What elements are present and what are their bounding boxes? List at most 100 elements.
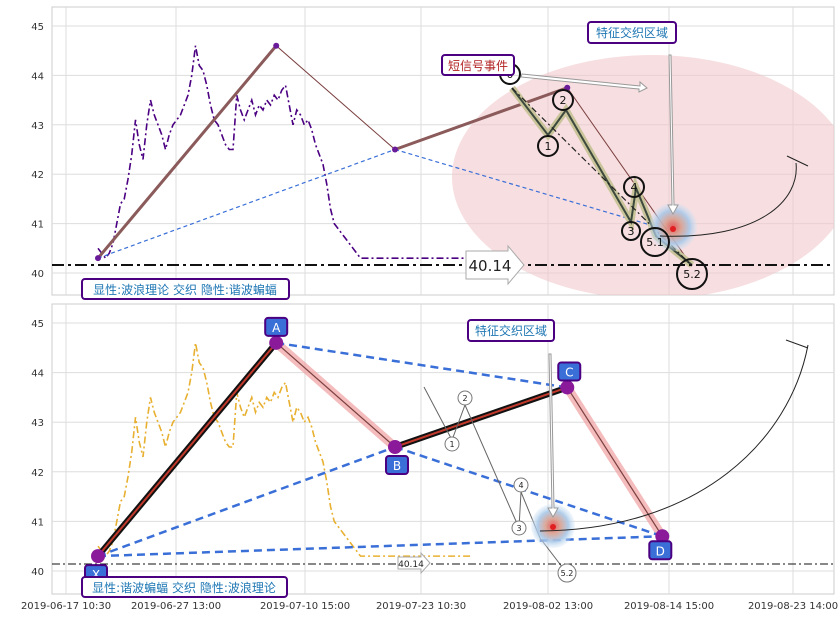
bottom-wave-circle-3 (513, 477, 529, 493)
bottom-leg-1-core (394, 386, 568, 448)
top-feature-dot (670, 226, 676, 232)
bottom-wave-label-2: 3 (516, 524, 521, 533)
x-tick-label-4: 2019-08-02 13:00 (503, 601, 593, 612)
bottom-leg-ab (275, 342, 396, 448)
top-wave-circle-6 (676, 258, 708, 290)
bottom-point-box-C (557, 361, 582, 382)
top-price-text: 40.14 (469, 257, 512, 275)
bottom-y-tick-41: 41 (31, 517, 44, 528)
bottom-y-tick-42: 42 (31, 468, 44, 479)
x-axis-ticks: 2019-06-17 10:30 2019-06-27 13:00 2019-07-… (21, 601, 838, 612)
top-series-layer: 012345.15.2 (52, 42, 834, 290)
bottom-y-tick-44: 44 (31, 369, 44, 380)
x-tick-label-2: 2019-07-10 15:00 (260, 601, 350, 612)
top-wave-circle-3 (621, 221, 641, 241)
bottom-point-label-X: X (92, 568, 100, 582)
top-dash-bd (394, 148, 663, 230)
top-y-tick-42: 42 (31, 170, 44, 181)
bottom-point-dot-D (655, 529, 670, 544)
top-y-tick-43: 43 (31, 121, 44, 132)
bottom-arc (539, 344, 809, 532)
bottom-footer-label: 显性:谐波蝙蝠 交织 隐性:波浪理论 (81, 576, 288, 598)
bottom-dash-1 (97, 445, 396, 558)
bottom-wave-label-0: 1 (449, 440, 454, 449)
svg-text:显性:谐波蝙蝠 交织 隐性:波浪理论: 显性:谐波蝙蝠 交织 隐性:波浪理论 (92, 580, 276, 595)
top-anchor-dot-2 (392, 146, 398, 153)
top-wave-label-4: 4 (631, 181, 638, 194)
bottom-plot-frame (51, 303, 835, 595)
top-wave-label-3: 3 (628, 225, 635, 238)
top-wave-label-1: 1 (545, 140, 552, 153)
top-feature-zone-annotation: 特征交织区域 (587, 21, 679, 216)
bottom-wave-label-4: 5.2 (561, 569, 574, 578)
top-y-tick-40: 40 (31, 269, 44, 280)
bottom-wave-circle-4 (557, 563, 577, 583)
bottom-price-text: 40.14 (398, 560, 424, 570)
top-y-tick-45: 45 (31, 22, 44, 33)
top-anchor-dot-0 (95, 255, 101, 262)
bottom-price-series (97, 342, 473, 558)
bottom-point-box-A (264, 316, 289, 337)
top-anchor-dot-1 (273, 42, 280, 49)
top-feature-ellipse (452, 55, 834, 295)
bottom-point-label-A: A (272, 321, 281, 335)
top-wave-label-5: 5.1 (646, 236, 664, 249)
bottom-arc-cap (785, 339, 809, 349)
x-tick-label-0: 2019-06-17 10:30 (21, 601, 111, 612)
bottom-point-dot-B (388, 440, 402, 454)
top-price-series (97, 45, 473, 260)
top-arc-cap (786, 155, 809, 167)
svg-text:特征交织区域: 特征交织区域 (596, 25, 668, 40)
x-tick-label-3: 2019-07-23 10:30 (376, 601, 466, 612)
top-leg-xa (96, 44, 278, 260)
svg-text:显性:波浪理论 交织 隐性:谐波蝙蝠: 显性:波浪理论 交织 隐性:谐波蝙蝠 (93, 282, 277, 297)
top-y-tick-44: 44 (31, 71, 44, 82)
bottom-point-dot-X (91, 549, 105, 564)
top-wave-label-6: 5.2 (683, 268, 701, 281)
top-price-label: 40.14 (465, 244, 525, 286)
bottom-point-label-C: C (565, 365, 573, 379)
bottom-wave-label-3: 4 (518, 481, 523, 490)
bottom-leg-0-core (97, 342, 277, 557)
top-wave-label-2: 2 (560, 94, 567, 107)
bottom-dash-2 (394, 445, 663, 538)
bottom-y-tick-40: 40 (31, 567, 44, 578)
bottom-leg-cd (566, 387, 663, 537)
svg-text:短信号事件: 短信号事件 (448, 59, 508, 73)
bottom-feature-zone-annotation: 特征交织区域 (467, 319, 559, 519)
bottom-y-ticks: 40 41 42 43 44 45 (31, 319, 44, 578)
svg-text:特征交织区域: 特征交织区域 (475, 323, 547, 338)
x-tick-label-1: 2019-06-27 13:00 (131, 601, 221, 612)
top-y-ticks: 40 41 42 43 44 45 (31, 22, 44, 280)
top-wave-circle-2 (552, 89, 574, 111)
bottom-wave-label-1: 2 (462, 394, 467, 403)
x-tick-label-5: 2019-08-14 15:00 (624, 601, 714, 612)
top-arc (659, 162, 797, 237)
top-footer-label: 显性:波浪理论 交织 隐性:谐波蝙蝠 (81, 278, 290, 300)
bottom-point-box-D (648, 540, 673, 561)
top-wave-circle-4 (623, 176, 645, 198)
bottom-wave-circle-2 (511, 520, 527, 536)
bottom-price-label: 40.14 (397, 551, 431, 575)
bottom-wave-circle-0 (444, 436, 460, 452)
top-leg-bc (394, 86, 568, 151)
bottom-point-dot-A (269, 335, 284, 350)
top-wave-circle-1 (537, 135, 559, 157)
bottom-y-tick-45: 45 (31, 319, 44, 330)
bottom-wave-circle-1 (457, 390, 473, 406)
top-wave-circle-5 (640, 227, 670, 257)
x-tick-label-6: 2019-08-23 14:00 (748, 601, 838, 612)
bottom-feature-dot (550, 524, 556, 530)
bottom-dash-0 (276, 341, 568, 389)
bottom-point-label-B: B (393, 459, 401, 473)
top-dash-xb (97, 148, 396, 259)
top-y-tick-41: 41 (31, 220, 44, 231)
top-anchor-dot-3 (564, 84, 571, 91)
bottom-point-dot-C (560, 380, 575, 395)
bottom-point-box-B (385, 455, 409, 475)
short-signal-annotation: 短信号事件 (441, 54, 648, 93)
bottom-panel: X A B C D 1 2 3 4 5.2 40 41 42 43 44 45 2019-06-17 10:… (21, 303, 838, 612)
bottom-series-layer: X A B C D 1 2 3 4 5.2 (52, 316, 834, 585)
